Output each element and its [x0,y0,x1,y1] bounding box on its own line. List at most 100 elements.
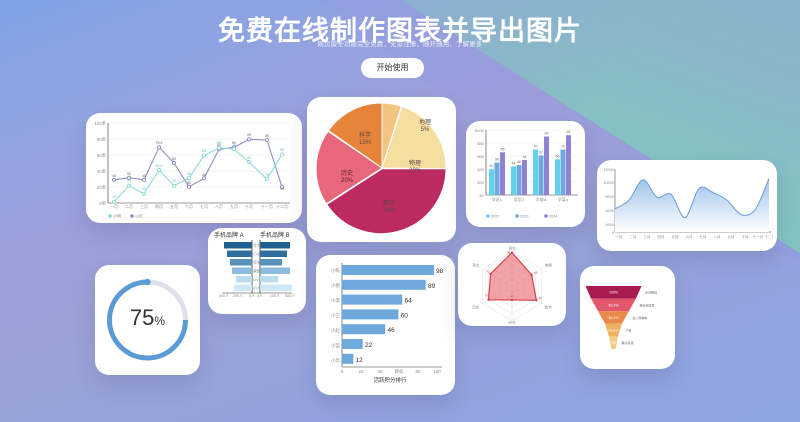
svg-text:22: 22 [365,342,373,349]
svg-text:55: 55 [556,154,560,158]
svg-text:四月: 四月 [155,204,163,209]
svg-text:40: 40 [490,164,494,168]
svg-text:92: 92 [567,130,571,134]
svg-text:50: 50 [127,172,131,176]
svg-text:地理: 地理 [544,262,552,267]
svg-text:七月: 七月 [200,203,208,209]
svg-text:83.9%: 83.9% [609,303,619,307]
svg-text:90: 90 [545,132,549,136]
svg-text:学前A: 学前A [536,196,547,202]
svg-text:科学: 科学 [359,131,371,139]
svg-text:20: 20 [358,369,364,374]
svg-text:小王: 小王 [331,312,340,319]
svg-text:$0: $0 [480,193,485,198]
svg-text:数学: 数学 [544,305,552,310]
svg-text:70: 70 [561,145,565,149]
svg-text:手机品牌 B: 手机品牌 B [260,231,290,239]
svg-text:小刚: 小刚 [331,282,340,289]
svg-text:15%: 15% [359,140,372,146]
svg-text:20%: 20% [409,168,422,174]
svg-text:82: 82 [539,296,543,300]
svg-text:一月: 一月 [616,234,623,239]
svg-text:40: 40 [510,294,514,298]
svg-text:手机品牌 A: 手机品牌 A [214,231,244,239]
svg-text:二月: 二月 [630,234,637,239]
svg-text:39: 39 [280,187,284,191]
svg-text:100: 100 [433,369,441,374]
svg-text:500人: 500人 [285,293,295,298]
svg-text:78: 78 [265,173,269,177]
svg-text:目标: 目标 [395,368,404,375]
svg-text:小华: 小华 [331,357,340,364]
svg-text:九月: 九月 [728,234,735,239]
svg-text:英文: 英文 [472,262,480,267]
svg-text:$20: $20 [477,180,484,185]
svg-text:七月: 七月 [700,234,707,239]
svg-text:小赵: 小赵 [331,327,340,334]
svg-text:科学: 科学 [508,320,516,324]
svg-text:$100: $100 [475,128,485,133]
svg-text:6000: 6000 [606,209,614,213]
svg-text:活跃积分排行: 活跃积分排行 [373,376,407,384]
svg-text:10: 10 [112,195,116,199]
svg-text:20单: 20单 [97,184,107,191]
svg-text:10000: 10000 [603,181,614,185]
svg-text:十一月: 十一月 [261,203,273,209]
svg-text:五月: 五月 [170,204,178,209]
svg-text:70: 70 [232,143,236,147]
svg-text:2024: 2024 [549,215,557,219]
svg-text:89: 89 [265,134,269,138]
svg-text:小红: 小红 [135,213,143,219]
svg-text:40单: 40单 [97,168,107,175]
svg-text:十月: 十月 [742,234,749,239]
svg-text:OV: OV [253,277,259,282]
svg-text:46: 46 [388,327,396,334]
svg-text:50.5: 50.5 [156,164,163,168]
svg-text:历史: 历史 [472,305,480,310]
svg-text:40: 40 [187,181,191,185]
svg-text:80: 80 [415,369,421,374]
svg-text:学区2: 学区2 [514,196,525,202]
svg-text:0: 0 [341,369,344,374]
svg-text:2022: 2022 [491,215,499,219]
svg-text:0人: 0人 [257,293,263,298]
svg-text:地理: 地理 [419,118,431,126]
svg-text:78.5: 78.5 [156,141,163,145]
svg-text:40: 40 [377,369,383,374]
svg-text:2023: 2023 [520,215,528,219]
svg-text:六月: 六月 [686,234,693,239]
svg-text:65: 65 [501,147,505,151]
svg-text:20: 20 [142,187,146,191]
svg-text:50: 50 [495,158,499,162]
svg-text:99: 99 [247,133,251,137]
svg-text:68: 68 [202,149,206,153]
svg-text:45: 45 [142,174,146,178]
svg-text:学区1: 学区1 [492,196,503,202]
svg-text:访问网站: 访问网站 [645,290,657,295]
svg-text:54: 54 [523,155,527,159]
svg-text:89: 89 [428,283,436,290]
svg-text:0人: 0人 [249,293,255,298]
svg-text:八月: 八月 [215,204,223,209]
svg-text:小明: 小明 [113,213,121,219]
svg-text:数学: 数学 [383,199,395,207]
svg-text:小蓝: 小蓝 [331,342,340,349]
svg-text:$60: $60 [477,154,484,159]
svg-text:9%: 9% [611,341,616,345]
svg-text:75%: 75% [130,305,165,330]
svg-text:45: 45 [112,174,116,178]
svg-text:55: 55 [280,148,284,152]
svg-text:历史: 历史 [341,169,353,177]
svg-text:五月: 五月 [672,234,679,239]
svg-text:三月: 三月 [140,204,148,209]
svg-text:80单: 80单 [97,136,107,143]
svg-text:100人: 100人 [270,293,280,298]
svg-text:20%: 20% [341,178,354,184]
svg-text:64: 64 [405,298,413,305]
svg-text:学某4: 学某4 [558,196,569,202]
svg-text:40: 40 [187,172,191,176]
svg-text:8000: 8000 [606,195,614,199]
svg-text:41: 41 [247,156,251,160]
svg-text:小李: 小李 [331,297,340,304]
svg-text:98: 98 [507,251,511,255]
